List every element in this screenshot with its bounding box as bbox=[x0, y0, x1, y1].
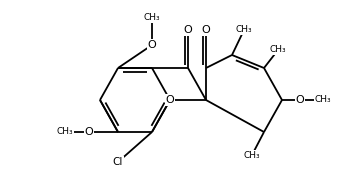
Text: CH₃: CH₃ bbox=[57, 128, 73, 137]
Text: O: O bbox=[148, 40, 156, 50]
Text: O: O bbox=[166, 95, 174, 105]
Text: CH₃: CH₃ bbox=[270, 45, 286, 54]
Text: O: O bbox=[202, 25, 210, 35]
Text: O: O bbox=[295, 95, 304, 105]
Text: O: O bbox=[85, 127, 93, 137]
Text: Cl: Cl bbox=[113, 157, 123, 167]
Text: CH₃: CH₃ bbox=[244, 151, 260, 159]
Text: CH₃: CH₃ bbox=[144, 14, 160, 23]
Text: CH₃: CH₃ bbox=[236, 26, 252, 35]
Text: O: O bbox=[184, 25, 192, 35]
Text: CH₃: CH₃ bbox=[315, 96, 331, 104]
